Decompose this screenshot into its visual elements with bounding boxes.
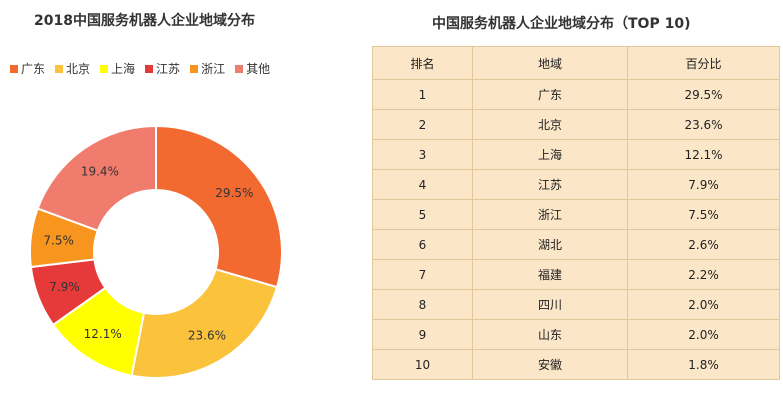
header-region: 地域 xyxy=(472,46,628,80)
cell-percent: 2.2% xyxy=(627,259,780,290)
legend-label: 北京 xyxy=(66,62,91,76)
table-row: 7 福建 2.2% xyxy=(372,259,780,290)
legend-item: 北京 xyxy=(55,60,90,77)
cell-region: 安徽 xyxy=(472,349,628,380)
cell-region: 北京 xyxy=(472,109,628,140)
cell-rank: 4 xyxy=(372,169,473,200)
legend-item: 其他 xyxy=(235,60,270,77)
cell-percent: 2.6% xyxy=(627,229,780,260)
legend-label: 其他 xyxy=(246,62,271,76)
table-row: 6 湖北 2.6% xyxy=(372,229,780,260)
legend-label: 广东 xyxy=(21,62,46,76)
header-rank: 排名 xyxy=(372,46,473,80)
table-panel: 中国服务机器人企业地域分布（TOP 10) 排名 地域 百分比 1 广东 29.5%… xyxy=(372,0,783,401)
cell-region: 浙江 xyxy=(472,199,628,230)
legend-label: 浙江 xyxy=(201,62,226,76)
legend-item: 广东 xyxy=(10,60,45,77)
cell-percent: 2.0% xyxy=(627,289,780,320)
header-percent: 百分比 xyxy=(627,46,780,80)
donut-slice xyxy=(36,124,157,232)
table-row: 5 浙江 7.5% xyxy=(372,199,780,230)
cell-region: 湖北 xyxy=(472,229,628,260)
slice-label: 19.4% xyxy=(81,165,119,179)
cell-region: 四川 xyxy=(472,289,628,320)
cell-rank: 9 xyxy=(372,319,473,350)
top10-table: 排名 地域 百分比 1 广东 29.5% 2 北京 23.6% 3 上海 12.1% 4 江苏 7.9… xyxy=(372,46,780,380)
cell-rank: 8 xyxy=(372,289,473,320)
cell-region: 江苏 xyxy=(472,169,628,200)
cell-percent: 23.6% xyxy=(627,109,780,140)
legend-item: 上海 xyxy=(100,60,135,77)
legend-swatch xyxy=(55,64,64,73)
cell-rank: 1 xyxy=(372,79,473,110)
legend-swatch xyxy=(235,64,244,73)
donut-chart: 29.5% 23.6% 12.1% 7.9% 7.5% 19.4% xyxy=(29,124,283,379)
legend-label: 江苏 xyxy=(156,62,181,76)
slice-label: 7.5% xyxy=(43,234,74,248)
cell-rank: 3 xyxy=(372,139,473,170)
table-row: 8 四川 2.0% xyxy=(372,289,780,320)
legend-swatch xyxy=(145,64,154,73)
table-row: 4 江苏 7.9% xyxy=(372,169,780,200)
cell-percent: 12.1% xyxy=(627,139,780,170)
donut-chart-panel: 29.5% 23.6% 12.1% 7.9% 7.5% 19.4% 2018中国服务机器人… xyxy=(0,0,370,401)
cell-rank: 7 xyxy=(372,259,473,290)
cell-region: 山东 xyxy=(472,319,628,350)
cell-percent: 7.9% xyxy=(627,169,780,200)
chart-legend: 广东 北京 上海 江苏 浙江 其他 xyxy=(10,60,270,77)
slice-label: 23.6% xyxy=(188,329,226,343)
table-row: 10 安徽 1.8% xyxy=(372,349,780,380)
slice-label: 12.1% xyxy=(84,327,122,341)
table-row: 9 山东 2.0% xyxy=(372,319,780,350)
legend-item: 浙江 xyxy=(190,60,225,77)
cell-percent: 7.5% xyxy=(627,199,780,230)
legend-swatch xyxy=(190,64,199,73)
cell-percent: 1.8% xyxy=(627,349,780,380)
cell-percent: 2.0% xyxy=(627,319,780,350)
table-header-row: 排名 地域 百分比 xyxy=(372,46,780,80)
table-row: 2 北京 23.6% xyxy=(372,109,780,140)
legend-label: 上海 xyxy=(111,62,136,76)
table-title: 中国服务机器人企业地域分布（TOP 10) xyxy=(432,16,691,32)
cell-region: 广东 xyxy=(472,79,628,110)
slice-label: 7.9% xyxy=(49,280,80,294)
donut-chart-title: 2018中国服务机器人企业地域分布 xyxy=(34,13,255,29)
donut-slice xyxy=(130,268,279,379)
table-row: 1 广东 29.5% xyxy=(372,79,780,110)
cell-rank: 5 xyxy=(372,199,473,230)
donut-slice xyxy=(155,124,283,289)
cell-rank: 2 xyxy=(372,109,473,140)
legend-swatch xyxy=(10,64,18,73)
cell-percent: 29.5% xyxy=(627,79,780,110)
cell-rank: 10 xyxy=(372,349,473,380)
cell-rank: 6 xyxy=(372,229,473,260)
legend-item: 江苏 xyxy=(145,60,180,77)
table-row: 3 上海 12.1% xyxy=(372,139,780,170)
slice-label: 29.5% xyxy=(215,186,253,200)
legend-swatch xyxy=(100,64,109,73)
cell-region: 福建 xyxy=(472,259,628,290)
cell-region: 上海 xyxy=(472,139,628,170)
